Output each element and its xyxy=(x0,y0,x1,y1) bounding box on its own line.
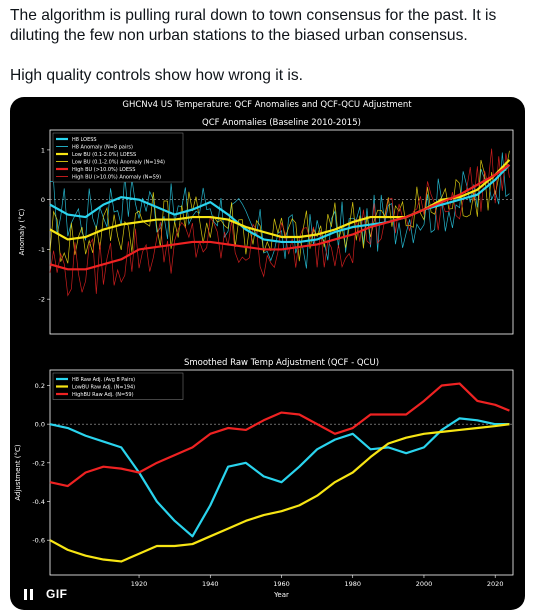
anomaly-noise-line xyxy=(49,152,510,269)
legend-label: Low BU (0.1-2.0%) Anomaly (N=194) xyxy=(72,160,165,166)
plot-frame xyxy=(49,369,514,576)
panel-title: QCF Anomalies (Baseline 2010-2015) xyxy=(202,118,361,128)
x-tick-label: 2000 xyxy=(416,580,433,588)
series-line-2 xyxy=(49,163,511,271)
y-tick-label: -0.4 xyxy=(32,498,45,506)
gif-media[interactable]: GHCNv4 US Temperature: QCF Anomalies and… xyxy=(10,97,525,610)
legend-label: H8 Anomaly (N=8 pairs) xyxy=(72,145,133,151)
x-tick-label: 1960 xyxy=(273,580,290,588)
legend-box xyxy=(52,132,184,183)
post-text: The algorithm is pulling rural down to t… xyxy=(10,6,525,86)
series-line-0 xyxy=(49,417,510,538)
legend-label: H8 Raw Adj. (Avg 8 Pairs) xyxy=(72,377,135,383)
gif-badge: GIF xyxy=(43,586,71,602)
panel-title: Smoothed Raw Temp Adjustment (QCF - QCU) xyxy=(184,358,379,368)
chart-figure: GHCNv4 US Temperature: QCF Anomalies and… xyxy=(14,100,514,599)
legend-label: LowBU Raw Adj. (N=194) xyxy=(72,385,135,391)
series-line-2 xyxy=(49,382,510,488)
figure-title: GHCNv4 US Temperature: QCF Anomalies and… xyxy=(122,100,412,110)
y-axis-label: Anomaly (°C) xyxy=(18,208,26,255)
y-tick-label: -2 xyxy=(39,296,45,304)
legend-label: High BU (>10.0%) Anomaly (N=59) xyxy=(72,175,161,181)
anomaly-panel: QCF Anomalies (Baseline 2010-2015) Anomal… xyxy=(18,118,514,335)
post-text-line-2: High quality controls show how wrong it … xyxy=(10,67,303,84)
y-axis-label: Adjustment (°C) xyxy=(14,444,22,501)
series-line-0 xyxy=(49,164,511,244)
legend-label: H8 LOESS xyxy=(72,137,97,143)
legend-box xyxy=(52,372,184,400)
x-tick-label: 2020 xyxy=(487,580,504,588)
y-tick-label: 0.2 xyxy=(35,382,45,390)
legend-label: HighBU Raw Adj. (N=59) xyxy=(72,392,134,398)
legend-label: High BU (>10.0%) LOESS xyxy=(72,167,135,173)
y-tick-label: -1 xyxy=(39,246,45,254)
adjustment-panel: Smoothed Raw Temp Adjustment (QCF - QCU)… xyxy=(14,358,514,599)
y-tick-label: -0.6 xyxy=(32,537,45,545)
gif-controls[interactable]: GIF xyxy=(24,586,71,602)
x-tick-label: 1980 xyxy=(344,580,361,588)
y-tick-label: -0.2 xyxy=(32,459,45,467)
plot-frame xyxy=(49,129,514,335)
pause-icon[interactable] xyxy=(24,588,33,600)
x-tick-label: 1920 xyxy=(131,580,148,588)
series-line-1 xyxy=(49,159,511,241)
y-tick-label: 0 xyxy=(41,196,45,204)
post-text-line-1: The algorithm is pulling rural down to t… xyxy=(10,7,501,44)
y-tick-label: 0.0 xyxy=(35,421,45,429)
series-line-1 xyxy=(49,423,510,563)
legend-label: Low BU (0.1-2.0%) LOESS xyxy=(72,152,136,158)
x-axis-label: Year xyxy=(273,591,289,599)
x-tick-label: 1940 xyxy=(202,580,219,588)
y-tick-label: 1 xyxy=(41,146,45,154)
